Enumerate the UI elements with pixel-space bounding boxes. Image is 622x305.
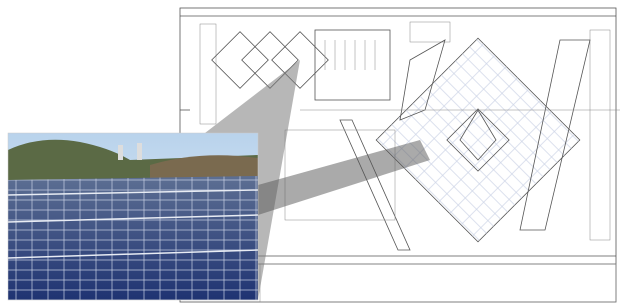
solar-photo: [8, 133, 258, 300]
composite-image: [0, 0, 622, 305]
